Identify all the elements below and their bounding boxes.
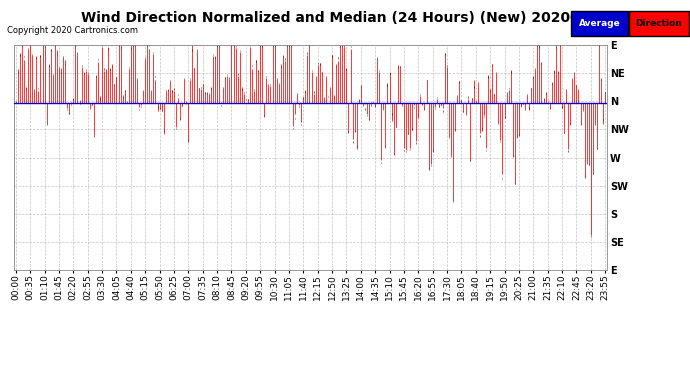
Text: Direction: Direction xyxy=(635,19,682,28)
Text: Average: Average xyxy=(579,19,620,28)
Text: Copyright 2020 Cartronics.com: Copyright 2020 Cartronics.com xyxy=(7,26,138,35)
Text: Wind Direction Normalized and Median (24 Hours) (New) 20200111: Wind Direction Normalized and Median (24… xyxy=(81,11,609,25)
